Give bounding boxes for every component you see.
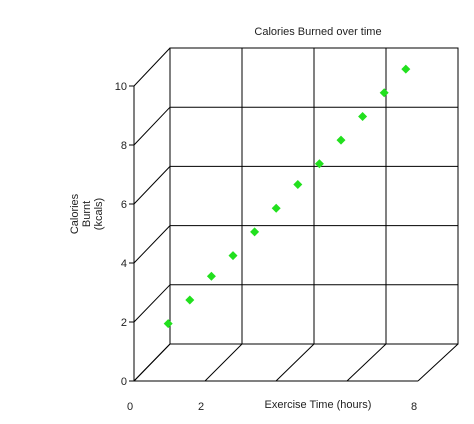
data-point-8 (314, 159, 324, 169)
data-point-12 (401, 64, 411, 74)
y-tick-label-8: 8 (121, 140, 127, 152)
y-tick-label-10: 10 (115, 81, 127, 93)
y-axis-label-line-1: Calories (69, 193, 81, 234)
wall-line-y-4 (133, 225, 171, 264)
x-tick-label-8: 8 (411, 401, 417, 413)
left-wall-top-edge (133, 47, 171, 87)
floor-line-x-3 (346, 343, 387, 382)
floor-right-edge (417, 343, 459, 382)
y-axis-label-line-2: Burnt (81, 201, 93, 227)
y-tick-label-0: 0 (121, 376, 127, 388)
floor-line-x-2 (275, 343, 315, 382)
data-point-4 (228, 251, 238, 261)
y-tick-label-2: 2 (121, 317, 127, 329)
data-point-10 (358, 111, 368, 121)
data-point-9 (336, 135, 346, 145)
axis-ticks: 0 2 4 6 8 10 0 2 8 (115, 81, 417, 413)
wall-line-y-6 (133, 166, 171, 205)
wall-line-y-2 (133, 284, 171, 323)
data-point-3 (206, 271, 216, 281)
data-point-7 (293, 180, 303, 190)
x-tick-label-2: 2 (198, 401, 204, 413)
y-tick-label-6: 6 (121, 199, 127, 211)
wall-line-y-0 (133, 343, 171, 382)
chart-frame (133, 47, 459, 382)
y-axis-label-line-3: (kcals) (93, 198, 105, 230)
grid-lines (133, 48, 459, 382)
wall-line-y-8 (133, 106, 171, 146)
data-point-11 (379, 88, 389, 98)
data-point-2 (185, 295, 195, 305)
data-point-5 (250, 227, 260, 237)
data-point-1 (163, 319, 173, 329)
data-points (163, 64, 411, 329)
chart-title: Calories Burned over time (254, 26, 381, 38)
data-point-6 (271, 203, 281, 213)
floor-line-x-1 (204, 343, 243, 382)
x-axis-label: Exercise Time (hours) (265, 399, 372, 411)
x-tick-label-0: 0 (127, 401, 133, 413)
y-tick-label-4: 4 (121, 258, 127, 270)
